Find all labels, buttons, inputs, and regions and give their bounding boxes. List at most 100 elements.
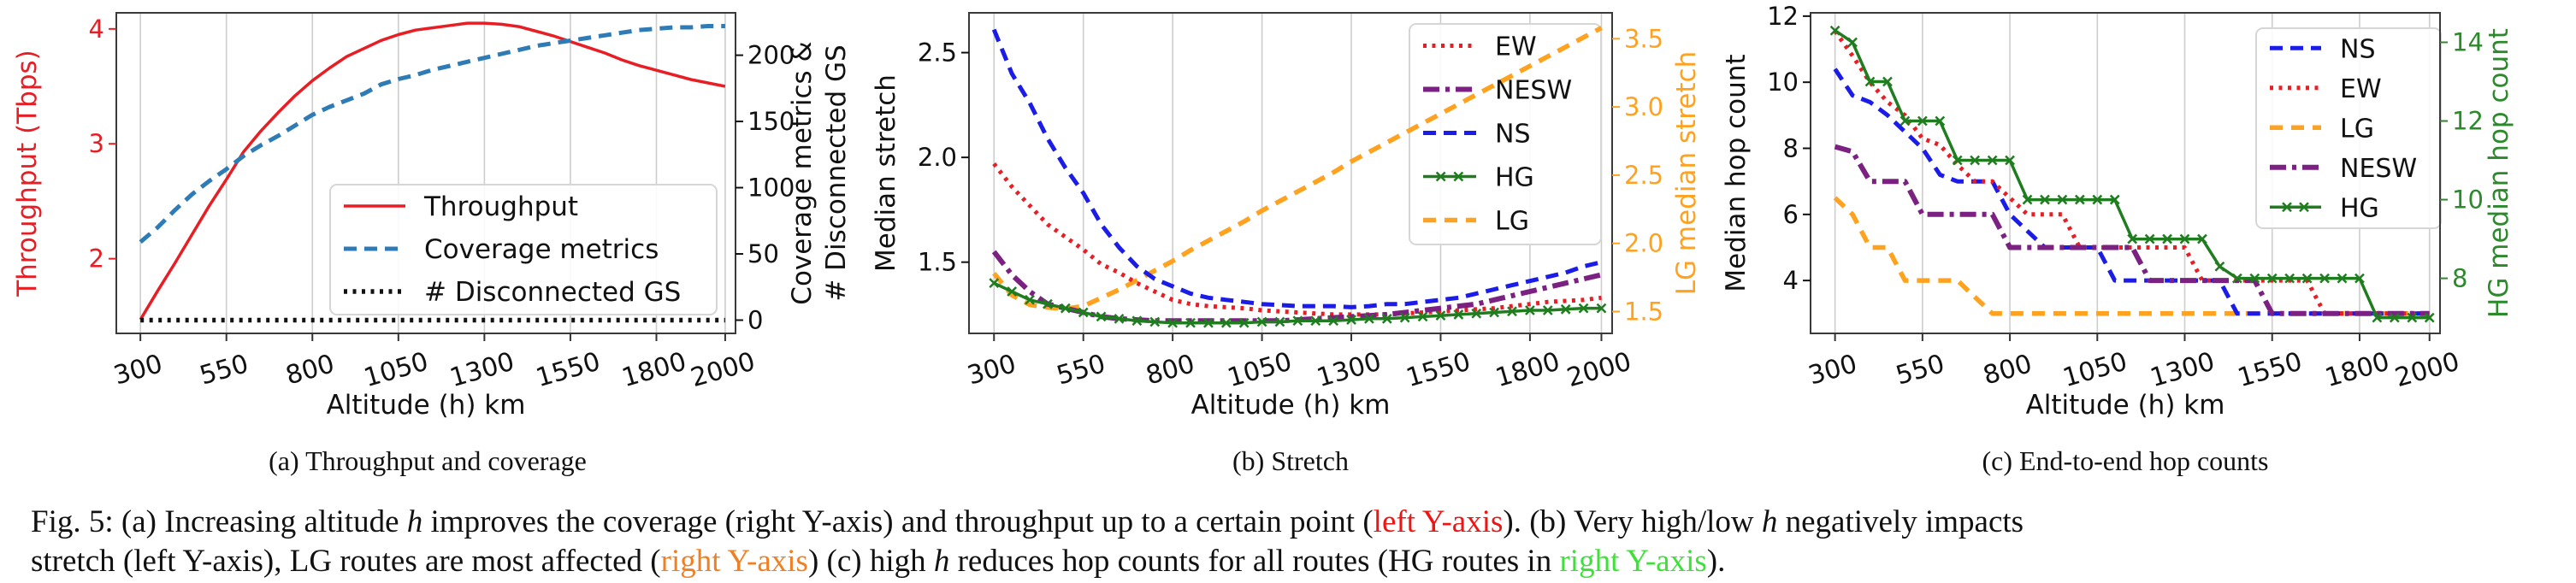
plot-border bbox=[115, 12, 736, 334]
marker-x bbox=[1292, 315, 1303, 327]
caption-segment: Fig. 5: (a) Increasing altitude bbox=[31, 504, 407, 539]
marker-x bbox=[1381, 313, 1392, 324]
right-tick-label: 3.5 bbox=[1624, 24, 1663, 53]
marker-x bbox=[1489, 307, 1500, 318]
legend-label-NESW: NESW bbox=[1495, 76, 1572, 106]
right-tick-label: 2.5 bbox=[1624, 161, 1663, 190]
caption-segment: left Y-axis bbox=[1373, 504, 1504, 539]
legend-label-EW: EW bbox=[2340, 74, 2382, 104]
marker-x bbox=[1007, 286, 1018, 297]
x-tick-label: 550 bbox=[1893, 349, 1948, 391]
marker-x bbox=[989, 278, 1000, 289]
marker-x bbox=[1987, 155, 1998, 166]
caption-segment: right Y-axis bbox=[1559, 544, 1707, 579]
marker-x bbox=[1328, 315, 1339, 327]
x-tick-label: 2000 bbox=[688, 347, 759, 394]
right-axis-label-line2: # Disconnected GS bbox=[821, 44, 852, 301]
marker-x bbox=[1346, 315, 1356, 325]
marker-x bbox=[2389, 312, 2400, 323]
marker-x bbox=[1453, 309, 1464, 320]
marker-x bbox=[2074, 194, 2085, 205]
x-axis-label: Altitude (h) km bbox=[327, 390, 526, 421]
marker-x bbox=[2197, 233, 2207, 244]
legend-label-LG: LG bbox=[2340, 114, 2374, 144]
legend-marker-x bbox=[2282, 202, 2292, 213]
x-tick-label: 1550 bbox=[2235, 347, 2306, 394]
left-tick-label: 4 bbox=[89, 15, 104, 44]
caption-segment: improves the coverage (right Y-axis) and… bbox=[422, 504, 1374, 539]
right-tick-label: 0 bbox=[747, 306, 763, 335]
right-tick-label: 150 bbox=[747, 107, 795, 136]
right-axis-label: HG median hop count bbox=[2484, 28, 2514, 318]
legend-label-Coverage metrics: Coverage metrics bbox=[424, 234, 659, 265]
marker-x bbox=[1096, 311, 1107, 322]
x-tick-label: 1800 bbox=[1492, 347, 1563, 394]
marker-x bbox=[1952, 155, 1963, 166]
right-tick-label: 8 bbox=[2452, 264, 2467, 293]
right-tick-label: 50 bbox=[747, 239, 779, 268]
series-NS bbox=[991, 28, 1603, 309]
marker-x bbox=[2179, 233, 2190, 244]
series-Coverage metrics bbox=[139, 24, 725, 244]
marker-x bbox=[1596, 303, 1607, 314]
plot-border bbox=[968, 12, 1613, 334]
x-tick-label: 1050 bbox=[361, 347, 432, 394]
subcaption-b: (b) Stretch bbox=[1232, 445, 1349, 476]
x-axis-label: Altitude (h) km bbox=[1191, 390, 1391, 421]
left-tick-label: 2 bbox=[89, 244, 104, 274]
marker-x bbox=[2407, 312, 2418, 323]
legend-marker-x bbox=[1453, 171, 1464, 182]
marker-x bbox=[2214, 261, 2225, 272]
x-tick-label: 1300 bbox=[2147, 347, 2218, 394]
left-axis-label: Median stretch bbox=[871, 74, 901, 272]
x-tick-label: 1300 bbox=[1314, 347, 1385, 394]
caption-segment: ) (c) high bbox=[807, 544, 934, 579]
marker-x bbox=[1525, 305, 1535, 315]
legend-box bbox=[1409, 23, 1602, 245]
marker-x bbox=[1310, 315, 1321, 327]
marker-x bbox=[1167, 317, 1179, 328]
marker-x bbox=[1203, 317, 1214, 328]
right-tick-label: 10 bbox=[2452, 186, 2484, 215]
marker-x bbox=[2127, 233, 2138, 244]
marker-x bbox=[1882, 76, 1893, 87]
x-tick-label: 1550 bbox=[1403, 347, 1474, 394]
marker-x bbox=[1471, 308, 1482, 319]
left-tick-label: 2.5 bbox=[918, 38, 957, 68]
marker-x bbox=[2372, 312, 2383, 323]
legend-label-NESW: NESW bbox=[2340, 154, 2417, 184]
caption-segment: stretch (left Y-axis), LG routes are mos… bbox=[31, 544, 661, 579]
x-tick-label: 1550 bbox=[533, 347, 604, 394]
right-tick-label: 2.0 bbox=[1624, 229, 1663, 258]
marker-x bbox=[2022, 194, 2033, 205]
x-tick-label: 550 bbox=[1054, 349, 1109, 391]
chart-hop-counts: NS EW LG NESW HG 4 6 8 10 12 8 10 12 14 300 550 800 1050 1… bbox=[1721, 2, 2514, 421]
x-tick-label: 300 bbox=[964, 349, 1019, 391]
right-tick-label: 1.5 bbox=[1624, 297, 1663, 326]
legend-label-LG: LG bbox=[1495, 207, 1529, 237]
chart-stretch: EW NESW NS HG LG 1.5 2.0 2.5 1.5 2.0 2.5 3.0 3.5 300 5… bbox=[871, 12, 1702, 421]
left-tick-label: 12 bbox=[1767, 2, 1799, 31]
chart-throughput-coverage: Throughput Coverage metrics # Disconnected… bbox=[12, 12, 852, 421]
marker-x bbox=[1435, 310, 1446, 321]
right-axis-label: LG median stretch bbox=[1671, 51, 1702, 296]
caption-segment: ). (b) Very high/low bbox=[1503, 504, 1762, 539]
marker-x bbox=[1864, 76, 1876, 87]
marker-x bbox=[1220, 317, 1232, 328]
x-axis-label: Altitude (h) km bbox=[2026, 390, 2225, 421]
x-tick-label: 1800 bbox=[618, 347, 689, 394]
legend-label-NS: NS bbox=[1495, 120, 1530, 150]
plot-border bbox=[1810, 12, 2441, 334]
caption-segment: negatively impacts bbox=[1777, 504, 2024, 539]
marker-x bbox=[1417, 311, 1428, 322]
x-tick-label: 2000 bbox=[1563, 347, 1634, 394]
marker-x bbox=[2109, 194, 2120, 205]
subcaption-c: (c) End-to-end hop counts bbox=[1982, 445, 2269, 476]
x-tick-label: 1050 bbox=[1224, 347, 1295, 394]
marker-x bbox=[2005, 155, 2015, 166]
marker-x bbox=[1560, 303, 1571, 315]
legend-label-# Disconnected GS: # Disconnected GS bbox=[424, 277, 681, 308]
marker-x bbox=[2354, 273, 2365, 284]
marker-x bbox=[1185, 317, 1196, 328]
marker-x bbox=[1131, 315, 1143, 327]
